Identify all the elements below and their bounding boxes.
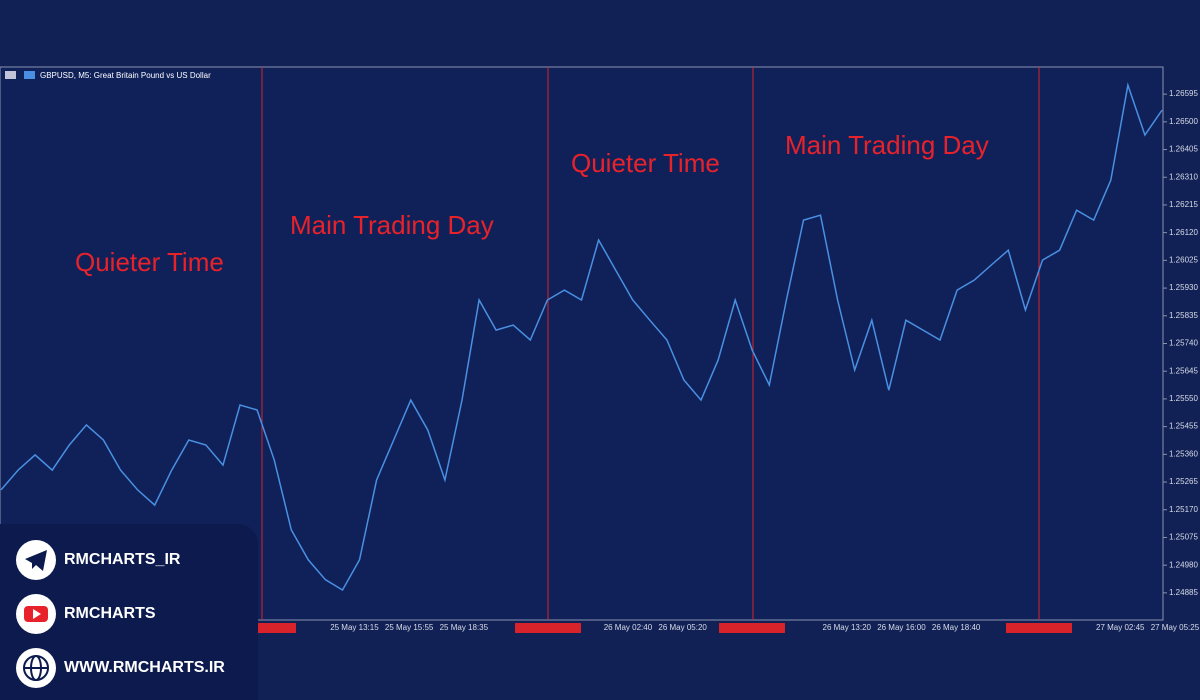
x-tick-label: 25 May 18:35 xyxy=(440,623,489,632)
y-tick-label: 1.26025 xyxy=(1169,255,1198,264)
y-tick-label: 1.25550 xyxy=(1169,394,1198,403)
price-line xyxy=(0,82,1163,592)
time-marker xyxy=(230,623,296,633)
y-tick-label: 1.26595 xyxy=(1169,89,1198,98)
chart-icon xyxy=(24,71,35,79)
x-tick-label: 26 May 02:40 xyxy=(604,623,653,632)
y-tick-label: 1.26310 xyxy=(1169,172,1198,181)
time-marker xyxy=(515,623,581,633)
social-panel: RMCHARTS_IR RMCHARTS WWW.RMCHARTS.IR xyxy=(0,524,258,700)
x-tick-label: 26 May 05:20 xyxy=(658,623,707,632)
y-tick-label: 1.25170 xyxy=(1169,505,1198,514)
y-tick-label: 1.26500 xyxy=(1169,117,1198,126)
flag-icon xyxy=(5,71,16,79)
youtube-play xyxy=(33,609,41,619)
youtube-handle[interactable]: RMCHARTS xyxy=(64,605,156,622)
x-tick-label: 25 May 15:55 xyxy=(385,623,434,632)
y-tick-label: 1.25930 xyxy=(1169,283,1198,292)
y-tick-label: 1.24980 xyxy=(1169,560,1198,569)
x-tick-label: 26 May 13:20 xyxy=(823,623,872,632)
y-tick-label: 1.26215 xyxy=(1169,200,1198,209)
time-marker xyxy=(719,623,785,633)
y-tick-label: 1.26120 xyxy=(1169,228,1198,237)
panel-bg xyxy=(0,524,258,700)
y-tick-label: 1.25835 xyxy=(1169,311,1198,320)
x-tick-label: 27 May 02:45 xyxy=(1096,623,1145,632)
y-tick-label: 1.25265 xyxy=(1169,477,1198,486)
time-marker xyxy=(1006,623,1072,633)
x-tick-label: 26 May 16:00 xyxy=(877,623,926,632)
annotation: Quieter Time xyxy=(571,148,720,178)
annotation: Main Trading Day xyxy=(785,130,989,160)
x-tick-label: 26 May 18:40 xyxy=(932,623,981,632)
y-tick-label: 1.25075 xyxy=(1169,533,1198,542)
y-tick-label: 1.25645 xyxy=(1169,366,1198,375)
y-tick-label: 1.24885 xyxy=(1169,588,1198,597)
chart-title: GBPUSD, M5: Great Britain Pound vs US Do… xyxy=(40,71,211,80)
y-tick-label: 1.25455 xyxy=(1169,422,1198,431)
website[interactable]: WWW.RMCHARTS.IR xyxy=(64,659,225,676)
y-tick-label: 1.25360 xyxy=(1169,449,1198,458)
annotation: Quieter Time xyxy=(75,247,224,277)
session-lines xyxy=(230,67,1072,633)
telegram-handle[interactable]: RMCHARTS_IR xyxy=(64,551,181,568)
x-tick-label: 25 May 13:15 xyxy=(330,623,379,632)
telegram-glyph xyxy=(25,550,47,571)
y-tick-label: 1.25740 xyxy=(1169,339,1198,348)
annotation: Main Trading Day xyxy=(290,210,494,240)
x-tick-label: 27 May 05:25 xyxy=(1151,623,1200,632)
y-tick-label: 1.26405 xyxy=(1169,145,1198,154)
